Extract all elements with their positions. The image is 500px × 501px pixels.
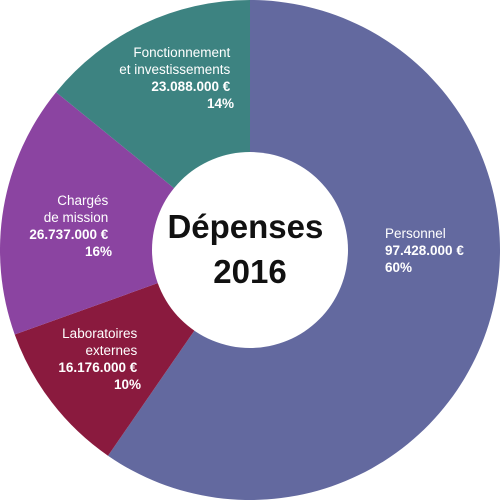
chart-title: Dépenses 2016 — [167, 208, 332, 290]
slice-label-laboratoires: Laboratoires externes 16.176.000 € 10% — [58, 326, 141, 392]
donut-hole — [152, 152, 348, 348]
slice-charges — [0, 92, 250, 335]
slice-label-fonctionnement: Fonctionnement et investissements 23.088… — [119, 45, 234, 111]
slice-label-charges: Chargés de mission 26.737.000 € 16% — [29, 193, 112, 259]
slice-label-personnel: Personnel 97.428.000 € 60% — [385, 226, 468, 275]
chart-title-line-2: 2016 — [213, 253, 286, 290]
chart-title-line-1: Dépenses — [167, 208, 323, 245]
